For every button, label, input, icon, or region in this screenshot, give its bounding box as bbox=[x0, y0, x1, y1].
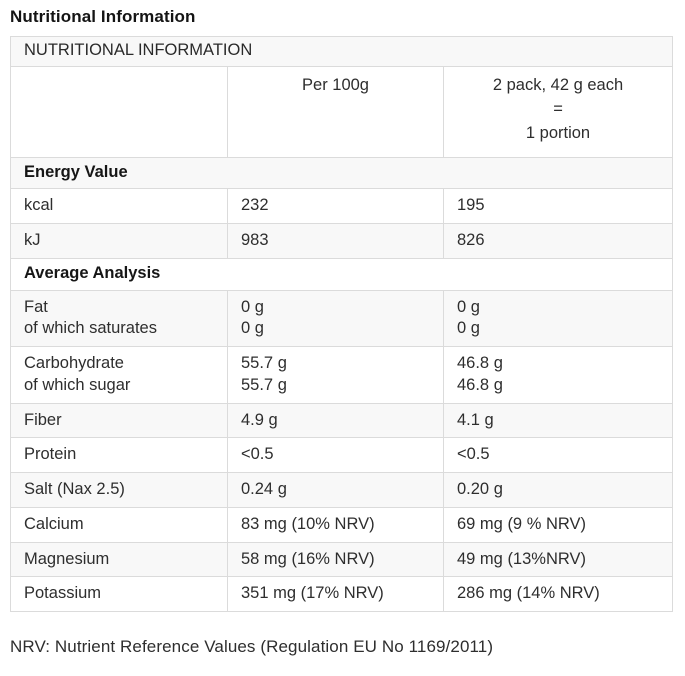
table-row: Protein <0.5 <0.5 bbox=[10, 437, 674, 474]
table-row: Potassium 351 mg (17% NRV) 286 mg (14% NRV… bbox=[10, 576, 674, 613]
cell-per-100g-value: 83 mg (10% NRV) bbox=[227, 506, 444, 543]
table-row: kJ 983 826 bbox=[10, 223, 674, 259]
table-row: Fiber 4.9 g 4.1 g bbox=[10, 402, 674, 439]
cell-portion-value: 49 mg (13%NRV) bbox=[442, 541, 674, 578]
cell-nutrient-label: Protein bbox=[10, 437, 228, 474]
cell-portion-value: 826 bbox=[442, 223, 674, 259]
cell-nutrient-label: kJ bbox=[10, 223, 228, 259]
table-row: Calcium 83 mg (10% NRV) 69 mg (9 % NRV) bbox=[10, 506, 674, 543]
column-header-row: Per 100g 2 pack, 42 g each = 1 portion bbox=[10, 65, 674, 158]
page-title: Nutritional Information bbox=[10, 7, 196, 26]
cell-nutrient-label: Magnesium bbox=[10, 541, 228, 578]
cell-portion-value: <0.5 bbox=[442, 437, 674, 474]
cell-per-100g-value: 58 mg (16% NRV) bbox=[227, 541, 444, 578]
cell-nutrient-label: Carbohydrate of which sugar bbox=[10, 346, 228, 404]
column-header-portion: 2 pack, 42 g each = 1 portion bbox=[442, 65, 674, 158]
cell-nutrient-label: Potassium bbox=[10, 576, 228, 613]
column-header-blank bbox=[10, 65, 228, 158]
table-row: Carbohydrate of which sugar 55.7 g 55.7 g… bbox=[10, 346, 674, 404]
cell-portion-value: 286 mg (14% NRV) bbox=[442, 576, 674, 613]
cell-nutrient-label: Fat of which saturates bbox=[10, 289, 228, 348]
section-heading: Energy Value bbox=[9, 156, 674, 190]
cell-per-100g-value: 983 bbox=[227, 223, 444, 259]
cell-per-100g-value: 0 g 0 g bbox=[227, 289, 444, 348]
cell-portion-value: 0 g 0 g bbox=[442, 289, 674, 348]
nutrition-table-body: NUTRITIONAL INFORMATION Per 100g 2 pack, 4… bbox=[9, 36, 674, 613]
nutrition-table: NUTRITIONAL INFORMATION Per 100g 2 pack, 4… bbox=[9, 36, 674, 613]
cell-nutrient-label: kcal bbox=[10, 188, 228, 225]
cell-portion-value: 69 mg (9 % NRV) bbox=[442, 506, 674, 543]
cell-per-100g-value: 0.24 g bbox=[227, 472, 444, 508]
table-title: NUTRITIONAL INFORMATION bbox=[9, 36, 674, 67]
cell-nutrient-label: Fiber bbox=[10, 402, 228, 439]
cell-portion-value: 46.8 g 46.8 g bbox=[442, 346, 674, 404]
cell-per-100g-value: 55.7 g 55.7 g bbox=[227, 346, 444, 404]
section-heading-row: Energy Value bbox=[9, 156, 674, 190]
cell-per-100g-value: <0.5 bbox=[227, 437, 444, 474]
table-title-row: NUTRITIONAL INFORMATION bbox=[9, 36, 674, 67]
cell-portion-value: 4.1 g bbox=[442, 402, 674, 439]
table-row: Salt (Nax 2.5) 0.24 g 0.20 g bbox=[10, 472, 674, 508]
section-heading: Average Analysis bbox=[9, 257, 674, 291]
table-row: Magnesium 58 mg (16% NRV) 49 mg (13%NRV) bbox=[10, 541, 674, 578]
cell-portion-value: 0.20 g bbox=[442, 472, 674, 508]
cell-per-100g-value: 232 bbox=[227, 188, 444, 225]
section-heading-row: Average Analysis bbox=[9, 257, 674, 291]
cell-nutrient-label: Salt (Nax 2.5) bbox=[10, 472, 228, 508]
nrv-footnote: NRV: Nutrient Reference Values (Regulati… bbox=[10, 637, 494, 657]
cell-per-100g-value: 4.9 g bbox=[227, 402, 444, 439]
cell-per-100g-value: 351 mg (17% NRV) bbox=[227, 576, 444, 613]
cell-portion-value: 195 bbox=[442, 188, 674, 225]
cell-nutrient-label: Calcium bbox=[10, 506, 228, 543]
table-row: kcal 232 195 bbox=[10, 188, 674, 225]
column-header-per100g: Per 100g bbox=[227, 65, 444, 158]
